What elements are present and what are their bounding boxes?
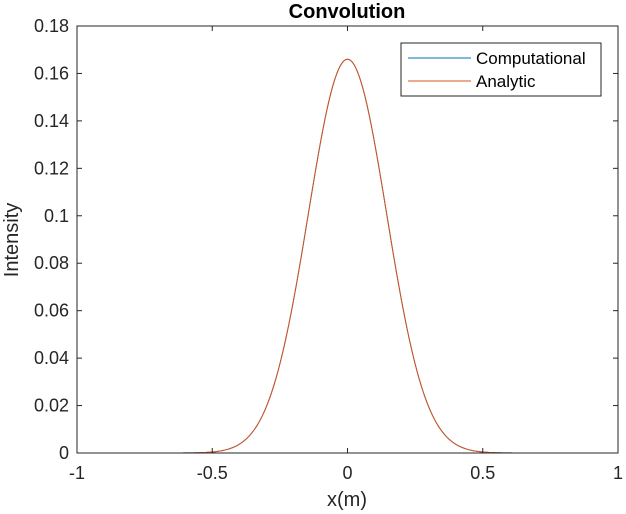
x-tick-label: -1 xyxy=(69,463,85,483)
ticks-layer: -1 -0.5 0 0.5 1 0 0.02 0.04 0.06 0.08 0.1 0.12 0.14 0… xyxy=(34,16,623,483)
legend-box xyxy=(400,42,602,97)
x-tick-label: 0 xyxy=(342,463,352,483)
legend-label-analytic: Analytic xyxy=(476,72,536,91)
x-tick-label: -0.5 xyxy=(197,463,228,483)
y-tick-label: 0.16 xyxy=(34,63,69,83)
y-tick-label: 0.06 xyxy=(34,301,69,321)
y-tick-label: 0 xyxy=(59,443,69,463)
y-tick-label: 0.08 xyxy=(34,253,69,273)
y-tick-label: 0.02 xyxy=(34,396,69,416)
x-axis-label: x(m) xyxy=(327,489,367,511)
y-tick-label: 0.12 xyxy=(34,158,69,178)
y-tick-label: 0.04 xyxy=(34,348,69,368)
x-tick-label: 1 xyxy=(613,463,623,483)
x-tick-label: 0.5 xyxy=(470,463,495,483)
plot-background xyxy=(77,26,618,453)
y-tick-label: 0.1 xyxy=(44,206,69,226)
y-axis-label: Intensity xyxy=(1,203,23,277)
legend-label-computational: Computational xyxy=(476,49,586,68)
plot-area xyxy=(77,26,618,453)
y-tick-label: 0.14 xyxy=(34,111,69,131)
legend: Computational Analytic xyxy=(400,42,602,97)
y-tick-label: 0.18 xyxy=(34,16,69,36)
chart-title: Convolution xyxy=(289,1,406,23)
